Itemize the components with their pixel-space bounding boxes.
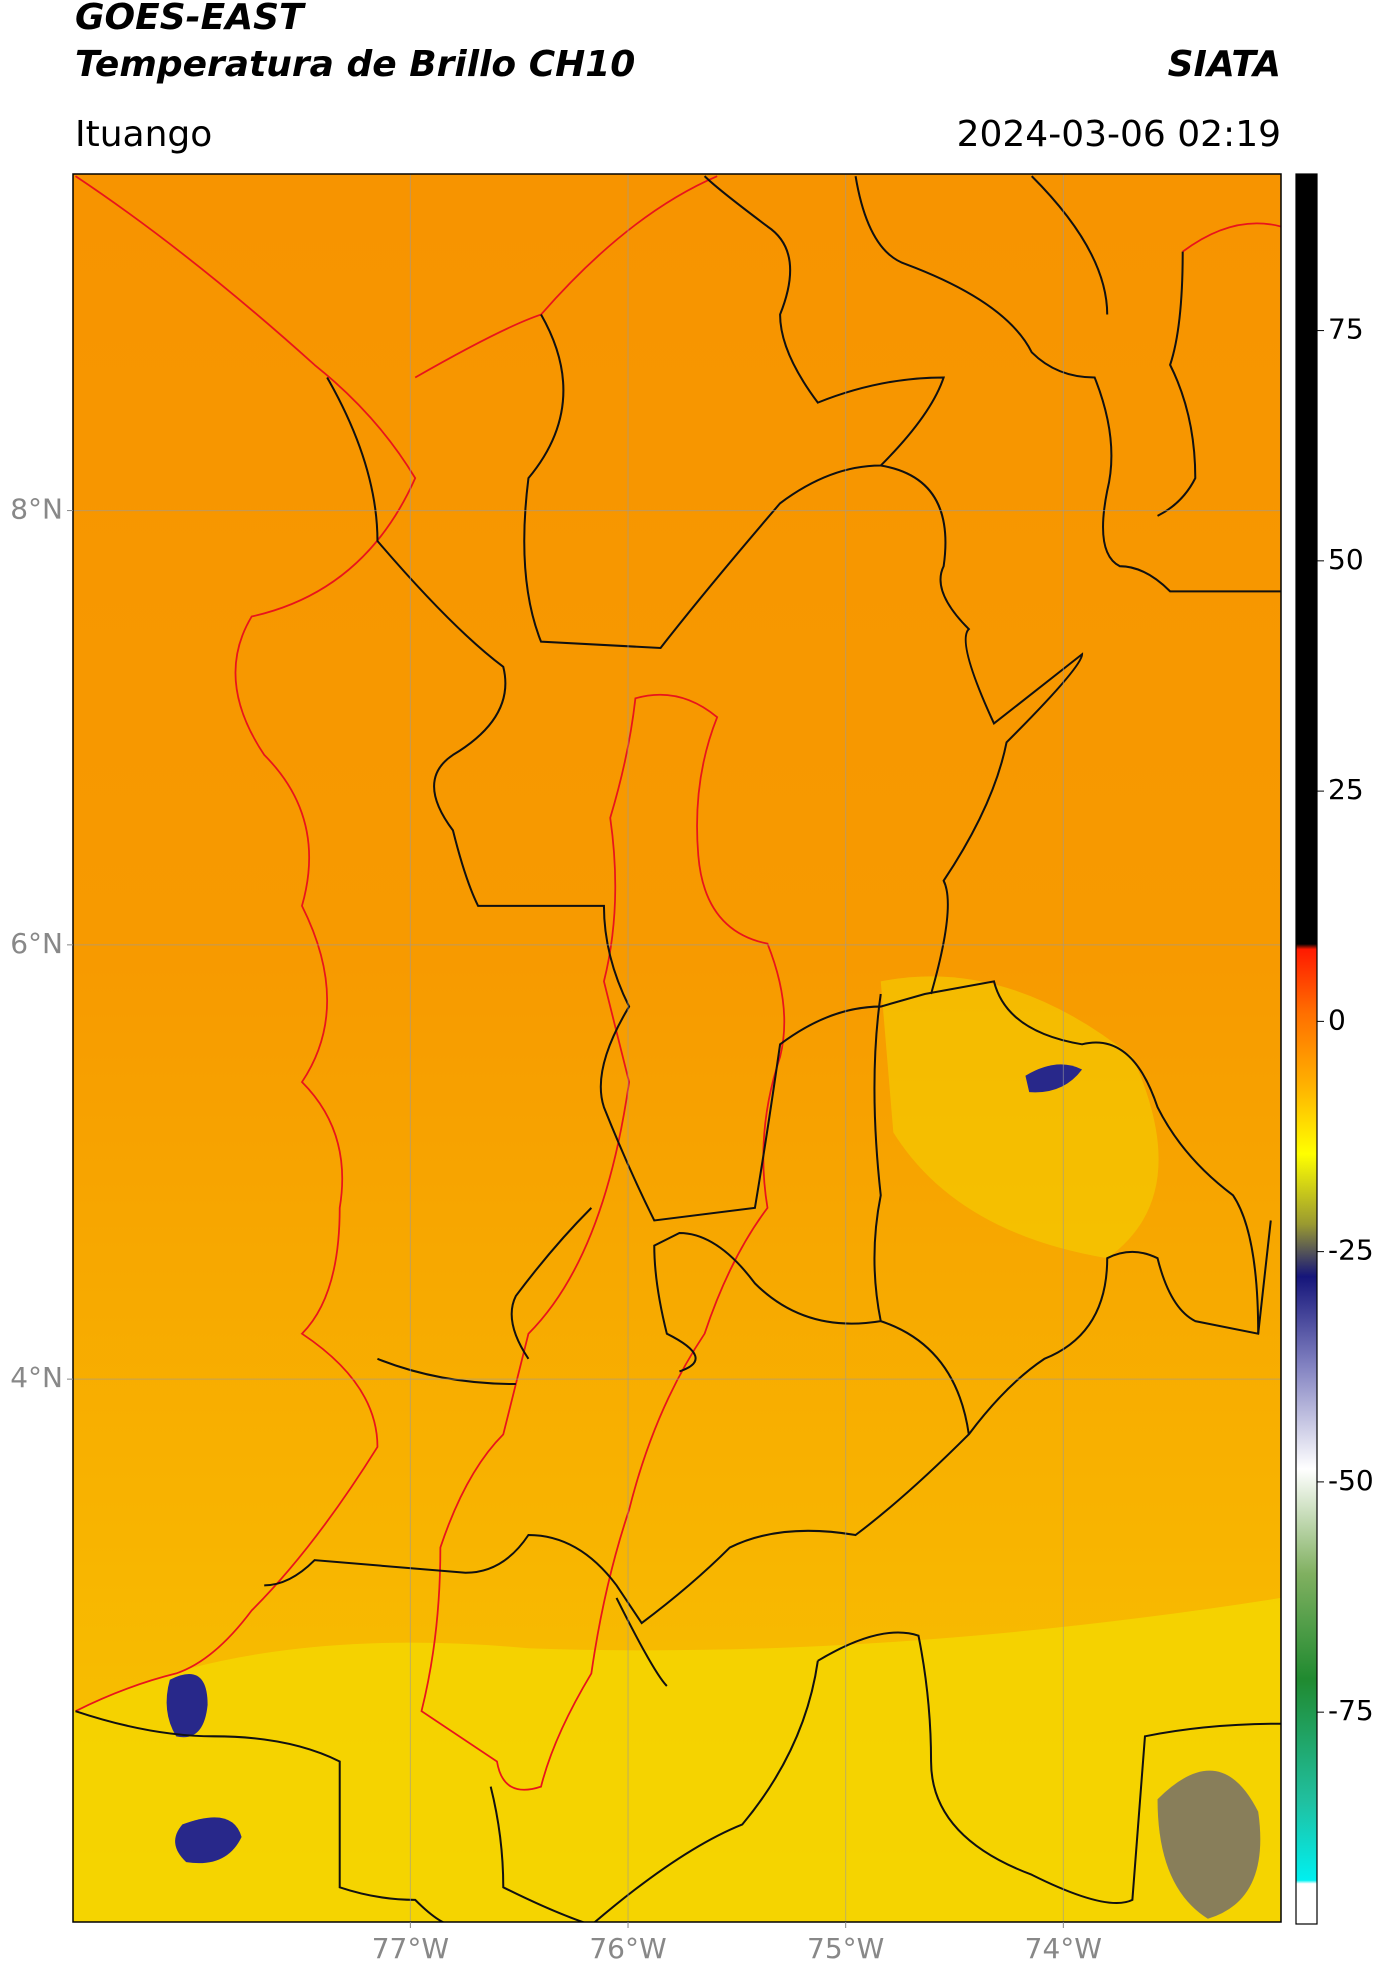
- colorbar-tick-label: 50: [1328, 543, 1364, 576]
- brand: SIATA: [1168, 44, 1281, 85]
- colorbar-tick-label: 25: [1328, 773, 1364, 806]
- datetime: 2024-03-06 02:19: [957, 114, 1281, 155]
- title: GOES-EAST: [75, 0, 306, 38]
- admin-border: [326, 376, 1260, 1334]
- admin-border: [75, 175, 1281, 1922]
- y-tick-label: 6°N: [10, 927, 63, 960]
- convective-cell: [1025, 1064, 1083, 1093]
- x-tick-label: 75°W: [807, 1932, 884, 1965]
- coastline: [75, 175, 417, 1712]
- colorbar: [1295, 173, 1318, 1925]
- colorbar-tick-label: -50: [1328, 1464, 1374, 1497]
- colorbar-tick-label: -75: [1328, 1694, 1374, 1727]
- convective-cell: [166, 1674, 208, 1738]
- y-tick-label: 8°N: [10, 493, 63, 526]
- colorbar-tick-label: -25: [1328, 1234, 1374, 1267]
- x-tick-label: 77°W: [372, 1932, 449, 1965]
- map-features: [73, 175, 1281, 1922]
- x-tick-label: 74°W: [1025, 1932, 1102, 1965]
- location: Ituango: [75, 114, 212, 155]
- y-tick-label: 4°N: [10, 1361, 63, 1394]
- convective-cell: [1157, 1770, 1261, 1919]
- colorbar-tick-label: 0: [1328, 1003, 1346, 1036]
- coastline: [414, 175, 1281, 379]
- convective-cell: [175, 1817, 242, 1864]
- colorbar-tick-label: 75: [1328, 313, 1364, 346]
- cloud-field: [73, 1597, 1281, 1922]
- cloud-field: [880, 976, 1159, 1259]
- subtitle: Temperatura de Brillo CH10: [75, 44, 635, 85]
- x-tick-label: 76°W: [589, 1932, 666, 1965]
- map-frame: [72, 173, 1282, 1923]
- map: [73, 174, 1281, 1922]
